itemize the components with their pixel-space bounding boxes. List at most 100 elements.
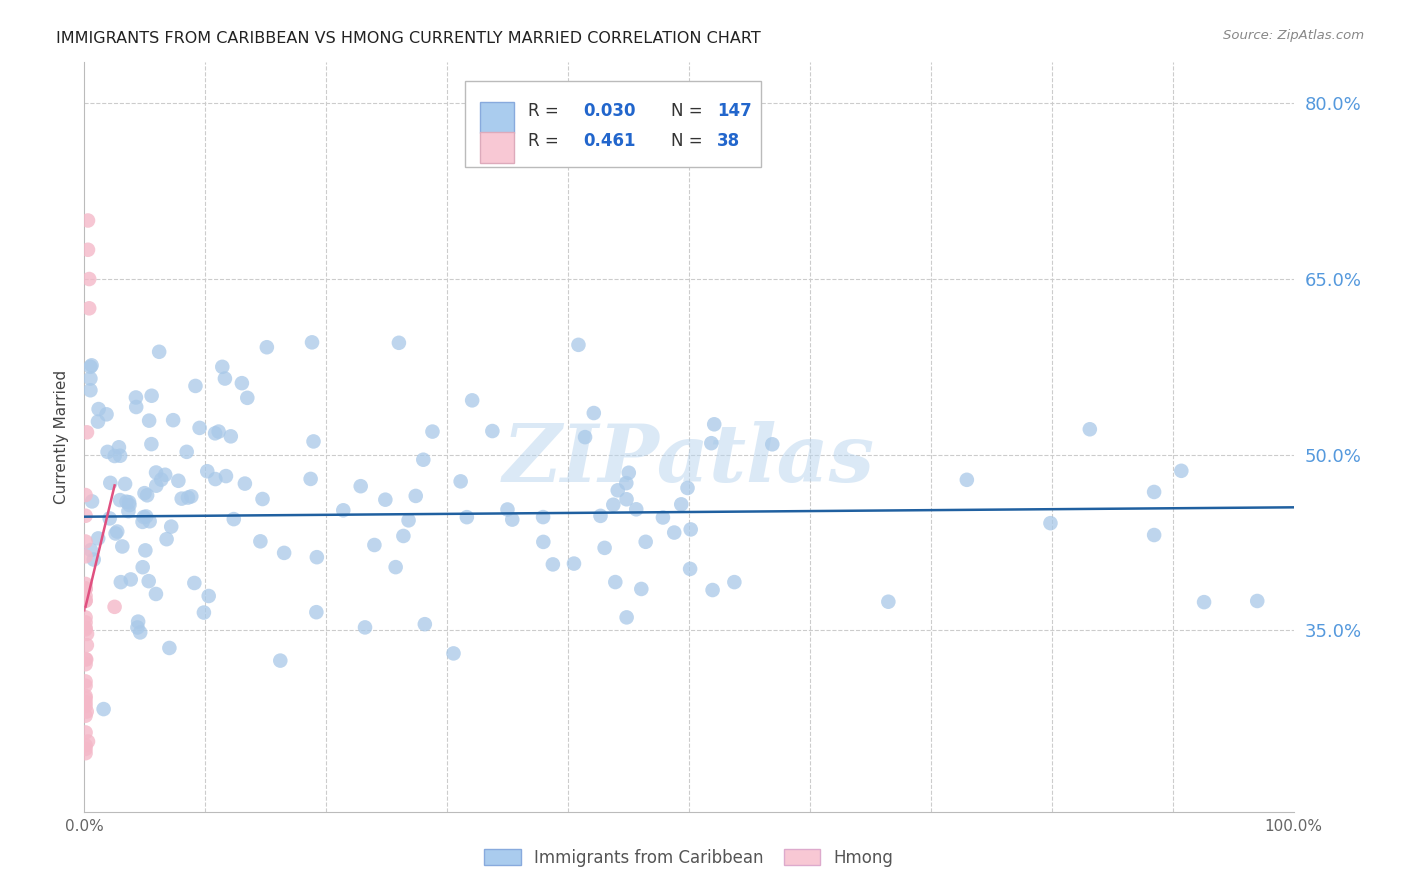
Point (93, 702, 115, 716)
Point (80, 543, 103, 558)
Point (75, 621, 97, 635)
Point (664, 525, 686, 540)
FancyBboxPatch shape (479, 132, 513, 162)
Point (531, 535, 554, 549)
Point (392, 529, 415, 543)
Point (562, 557, 585, 571)
Point (233, 476, 256, 491)
Point (193, 606, 215, 620)
Point (79, 359, 101, 374)
Point (75, 594, 97, 608)
Point (104, 449, 127, 463)
Point (211, 359, 233, 374)
Point (204, 426, 226, 441)
Point (138, 574, 160, 589)
Point (676, 481, 699, 495)
Point (76, 638, 98, 652)
Point (496, 502, 519, 516)
Point (97, 445, 120, 459)
Point (117, 504, 139, 518)
Point (76, 627, 98, 641)
Point (197, 589, 219, 603)
Point (96, 407, 118, 421)
Point (83, 552, 105, 566)
Point (80, 359, 103, 373)
Point (481, 424, 503, 438)
Point (75, 742, 97, 756)
Point (236, 391, 259, 405)
Point (108, 440, 131, 454)
Point (195, 464, 218, 478)
Point (616, 610, 638, 624)
Point (170, 491, 193, 506)
Point (150, 473, 173, 487)
Point (1039, 516, 1062, 530)
Point (761, 437, 783, 451)
Point (531, 510, 554, 524)
Point (77, 272, 100, 286)
Point (135, 509, 157, 524)
Point (76, 705, 98, 719)
Point (450, 475, 472, 489)
Point (456, 510, 478, 524)
Text: 0.461: 0.461 (583, 132, 637, 150)
Point (138, 514, 160, 528)
Point (77, 734, 100, 748)
FancyBboxPatch shape (479, 103, 513, 133)
Text: R =: R = (529, 132, 558, 150)
Point (131, 515, 153, 529)
Point (626, 502, 648, 516)
Point (110, 575, 132, 590)
Point (582, 406, 605, 420)
Point (155, 532, 177, 546)
Point (679, 523, 702, 537)
Point (77, 213, 100, 227)
Point (75, 549, 97, 564)
Point (104, 526, 127, 541)
Point (679, 562, 702, 576)
Point (231, 376, 253, 391)
Point (354, 620, 377, 634)
Point (222, 512, 245, 526)
Point (75, 589, 97, 603)
Point (702, 582, 724, 597)
Point (98, 511, 121, 525)
Point (75, 582, 97, 596)
Text: R =: R = (529, 103, 558, 120)
Point (75, 746, 97, 760)
Point (541, 558, 564, 572)
Point (461, 393, 484, 408)
Point (877, 595, 900, 609)
Point (1170, 464, 1192, 478)
Point (605, 575, 627, 590)
Point (443, 647, 465, 661)
Point (87, 402, 110, 417)
Point (75, 695, 97, 709)
Point (118, 495, 141, 509)
Text: N =: N = (671, 132, 703, 150)
Point (1246, 594, 1268, 608)
Point (256, 340, 278, 354)
Point (157, 640, 180, 655)
Point (127, 615, 149, 629)
Point (148, 344, 170, 359)
Point (120, 573, 142, 587)
Point (129, 625, 152, 640)
Point (141, 437, 163, 451)
Point (75, 691, 97, 706)
Point (363, 538, 385, 552)
Point (207, 425, 229, 439)
Point (75, 652, 97, 666)
Point (1143, 528, 1166, 542)
Point (215, 469, 238, 483)
Point (273, 546, 295, 560)
Point (87, 415, 110, 429)
Point (104, 599, 127, 614)
Point (219, 429, 242, 443)
Point (405, 489, 427, 503)
Point (177, 491, 200, 505)
Point (114, 477, 136, 491)
Point (76, 425, 98, 440)
Text: IMMIGRANTS FROM CARIBBEAN VS HMONG CURRENTLY MARRIED CORRELATION CHART: IMMIGRANTS FROM CARIBBEAN VS HMONG CURRE… (56, 31, 761, 46)
Point (75, 508, 97, 523)
